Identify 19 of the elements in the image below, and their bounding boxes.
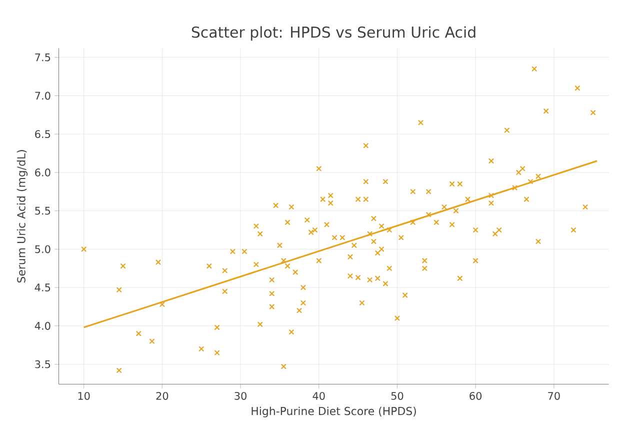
x-axis-title: High-Purine Diet Score (HPDS) bbox=[252, 406, 416, 418]
x-tick-label: 10 bbox=[78, 392, 90, 400]
y-tick-label: 5.0 bbox=[35, 245, 50, 254]
y-tick-label: 6.5 bbox=[35, 130, 50, 138]
y-tick-label: 7.5 bbox=[35, 54, 50, 62]
x-tick-label: 50 bbox=[391, 392, 404, 400]
x-tick-label: 70 bbox=[548, 392, 560, 400]
x-tick-label: 20 bbox=[156, 392, 168, 400]
y-tick-label: 6.0 bbox=[35, 168, 50, 176]
x-tick-label: 30 bbox=[234, 392, 246, 400]
y-axis-title: Serum Uric Acid (mg/dL) bbox=[16, 150, 28, 283]
x-tick-label: 40 bbox=[312, 392, 325, 400]
y-tick-label: 3.5 bbox=[35, 360, 50, 368]
y-tick-label: 5.5 bbox=[35, 206, 50, 215]
chart-title: Scatter plot: HPDS vs Serum Uric Acid bbox=[192, 26, 476, 41]
y-tick-label: 7.0 bbox=[35, 92, 50, 100]
y-tick-label: 4.5 bbox=[34, 284, 50, 292]
y-tick-label: 4.0 bbox=[34, 322, 50, 330]
x-tick-label: 60 bbox=[470, 392, 482, 400]
